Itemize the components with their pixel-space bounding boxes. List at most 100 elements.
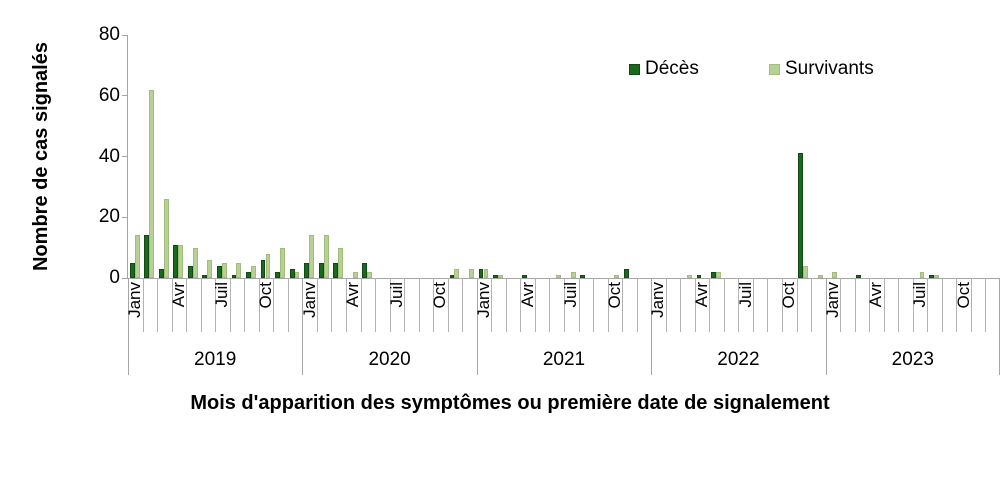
- bar-deces-2019-m7: [217, 265, 222, 278]
- bar-survivants-2021-m10: [614, 274, 620, 278]
- bar-deces-2019-m5: [187, 265, 193, 278]
- bar-deces-2023-m8: [929, 274, 935, 278]
- y-tick-label: 80: [98, 24, 120, 45]
- month-tick-label: Oct: [256, 282, 276, 309]
- month-tick-label: Janv: [648, 282, 668, 318]
- month-tick-line: [723, 278, 725, 332]
- year-label: 2022: [717, 349, 760, 370]
- bar-survivants-2019-m1: [134, 235, 140, 278]
- bar-survivants-2021-m6: [556, 274, 562, 278]
- month-tick-label: Janv: [125, 282, 145, 318]
- deces-legend-swatch: [629, 63, 640, 75]
- bar-deces-2019-m9: [246, 271, 251, 278]
- month-tick-label: Avr: [168, 282, 188, 308]
- year-separator-line: [128, 278, 129, 375]
- month-tick-line: [534, 278, 536, 332]
- month-tick-line: [970, 278, 972, 332]
- bar-survivants-2022-m3: [686, 274, 692, 278]
- month-tick-line: [360, 278, 362, 332]
- bar-deces-2022-m11: [798, 153, 804, 278]
- month-tick-line: [767, 278, 769, 332]
- bar-survivants-2019-m5: [192, 247, 198, 278]
- y-axis-tick: [122, 34, 128, 36]
- month-tick-line: [186, 278, 188, 332]
- y-tick-label: 20: [98, 206, 120, 228]
- month-tick-label: Janv: [299, 282, 319, 318]
- month-tick-line: [418, 278, 420, 332]
- bar-survivants-2020-m5: [367, 271, 373, 278]
- bar-survivants-2020-m2: [323, 235, 329, 278]
- month-tick-label: Juil: [910, 282, 930, 308]
- year-label: 2023: [891, 349, 934, 370]
- bar-deces-2021-m4: [522, 274, 528, 278]
- month-tick-line: [491, 278, 493, 332]
- month-tick-label: Oct: [953, 282, 973, 309]
- bar-deces-2019-m8: [231, 274, 237, 278]
- month-tick-line: [157, 278, 159, 332]
- month-tick-label: Juil: [212, 282, 232, 308]
- bar-deces-2022-m4: [696, 274, 702, 278]
- bar-survivants-2019-m7: [221, 262, 227, 278]
- bar-survivants-2023-m1: [832, 271, 838, 278]
- month-tick-line: [258, 278, 260, 332]
- month-tick-line: [273, 278, 275, 332]
- y-tick-label: 0: [109, 267, 120, 288]
- bar-survivants-2021-m2: [498, 274, 503, 278]
- survivants-legend-label: Survivants: [785, 58, 874, 79]
- month-tick-line: [229, 278, 231, 332]
- month-tick-line: [709, 278, 711, 332]
- month-tick-line: [840, 278, 842, 332]
- bar-survivants-2019-m12: [294, 271, 300, 278]
- month-tick-line: [433, 278, 435, 332]
- month-tick-line: [564, 278, 565, 332]
- bar-deces-2019-m6: [202, 274, 208, 278]
- bar-deces-2020-m11: [449, 274, 455, 278]
- month-tick-line: [941, 278, 943, 332]
- year-separator-line: [302, 278, 304, 375]
- bar-survivants-2022-m12: [817, 274, 823, 278]
- month-tick-line: [636, 278, 638, 332]
- bar-deces-2021-m1: [478, 268, 484, 278]
- month-tick-line: [752, 278, 754, 332]
- month-tick-label: Janv: [474, 282, 494, 318]
- legend-item-deces: Décès: [629, 58, 699, 80]
- month-tick-line: [738, 278, 740, 332]
- month-tick-line: [578, 278, 580, 332]
- bar-survivants-2019-m9: [250, 265, 256, 278]
- month-tick-label: Avr: [517, 282, 537, 308]
- bar-deces-2020-m2: [318, 262, 324, 278]
- deces-legend-label: Décès: [645, 58, 699, 79]
- month-tick-line: [389, 278, 391, 332]
- month-tick-line: [811, 278, 813, 332]
- month-tick-label: Oct: [779, 282, 799, 309]
- month-tick-line: [244, 278, 246, 332]
- year-separator-line: [998, 278, 1000, 375]
- month-tick-label: Juil: [386, 282, 406, 308]
- year-separator-line: [651, 278, 653, 375]
- month-tick-line: [796, 278, 798, 332]
- bar-survivants-2019-m2: [149, 89, 155, 278]
- month-tick-line: [287, 278, 289, 332]
- bar-deces-2021-m8: [580, 274, 586, 278]
- month-tick-line: [447, 278, 449, 332]
- year-label: 2019: [194, 349, 237, 370]
- bar-survivants-2021-m1: [483, 268, 489, 278]
- bar-survivants-2020-m3: [338, 247, 344, 278]
- bar-deces-2023-m3: [856, 274, 862, 278]
- month-tick-line: [782, 278, 783, 332]
- month-tick-line: [346, 278, 347, 332]
- month-tick-label: Avr: [343, 282, 363, 308]
- month-tick-line: [462, 278, 464, 332]
- month-tick-line: [215, 278, 217, 332]
- month-tick-label: Juil: [735, 282, 755, 308]
- bar-survivants-2020-m12: [468, 268, 474, 278]
- month-tick-label: Avr: [866, 282, 886, 308]
- month-tick-line: [680, 278, 682, 332]
- bar-survivants-2022-m5: [716, 271, 721, 278]
- bar-deces-2019-m12: [289, 268, 295, 278]
- month-tick-line: [200, 278, 202, 332]
- month-tick-line: [665, 278, 667, 332]
- bar-deces-2020-m1: [304, 262, 310, 278]
